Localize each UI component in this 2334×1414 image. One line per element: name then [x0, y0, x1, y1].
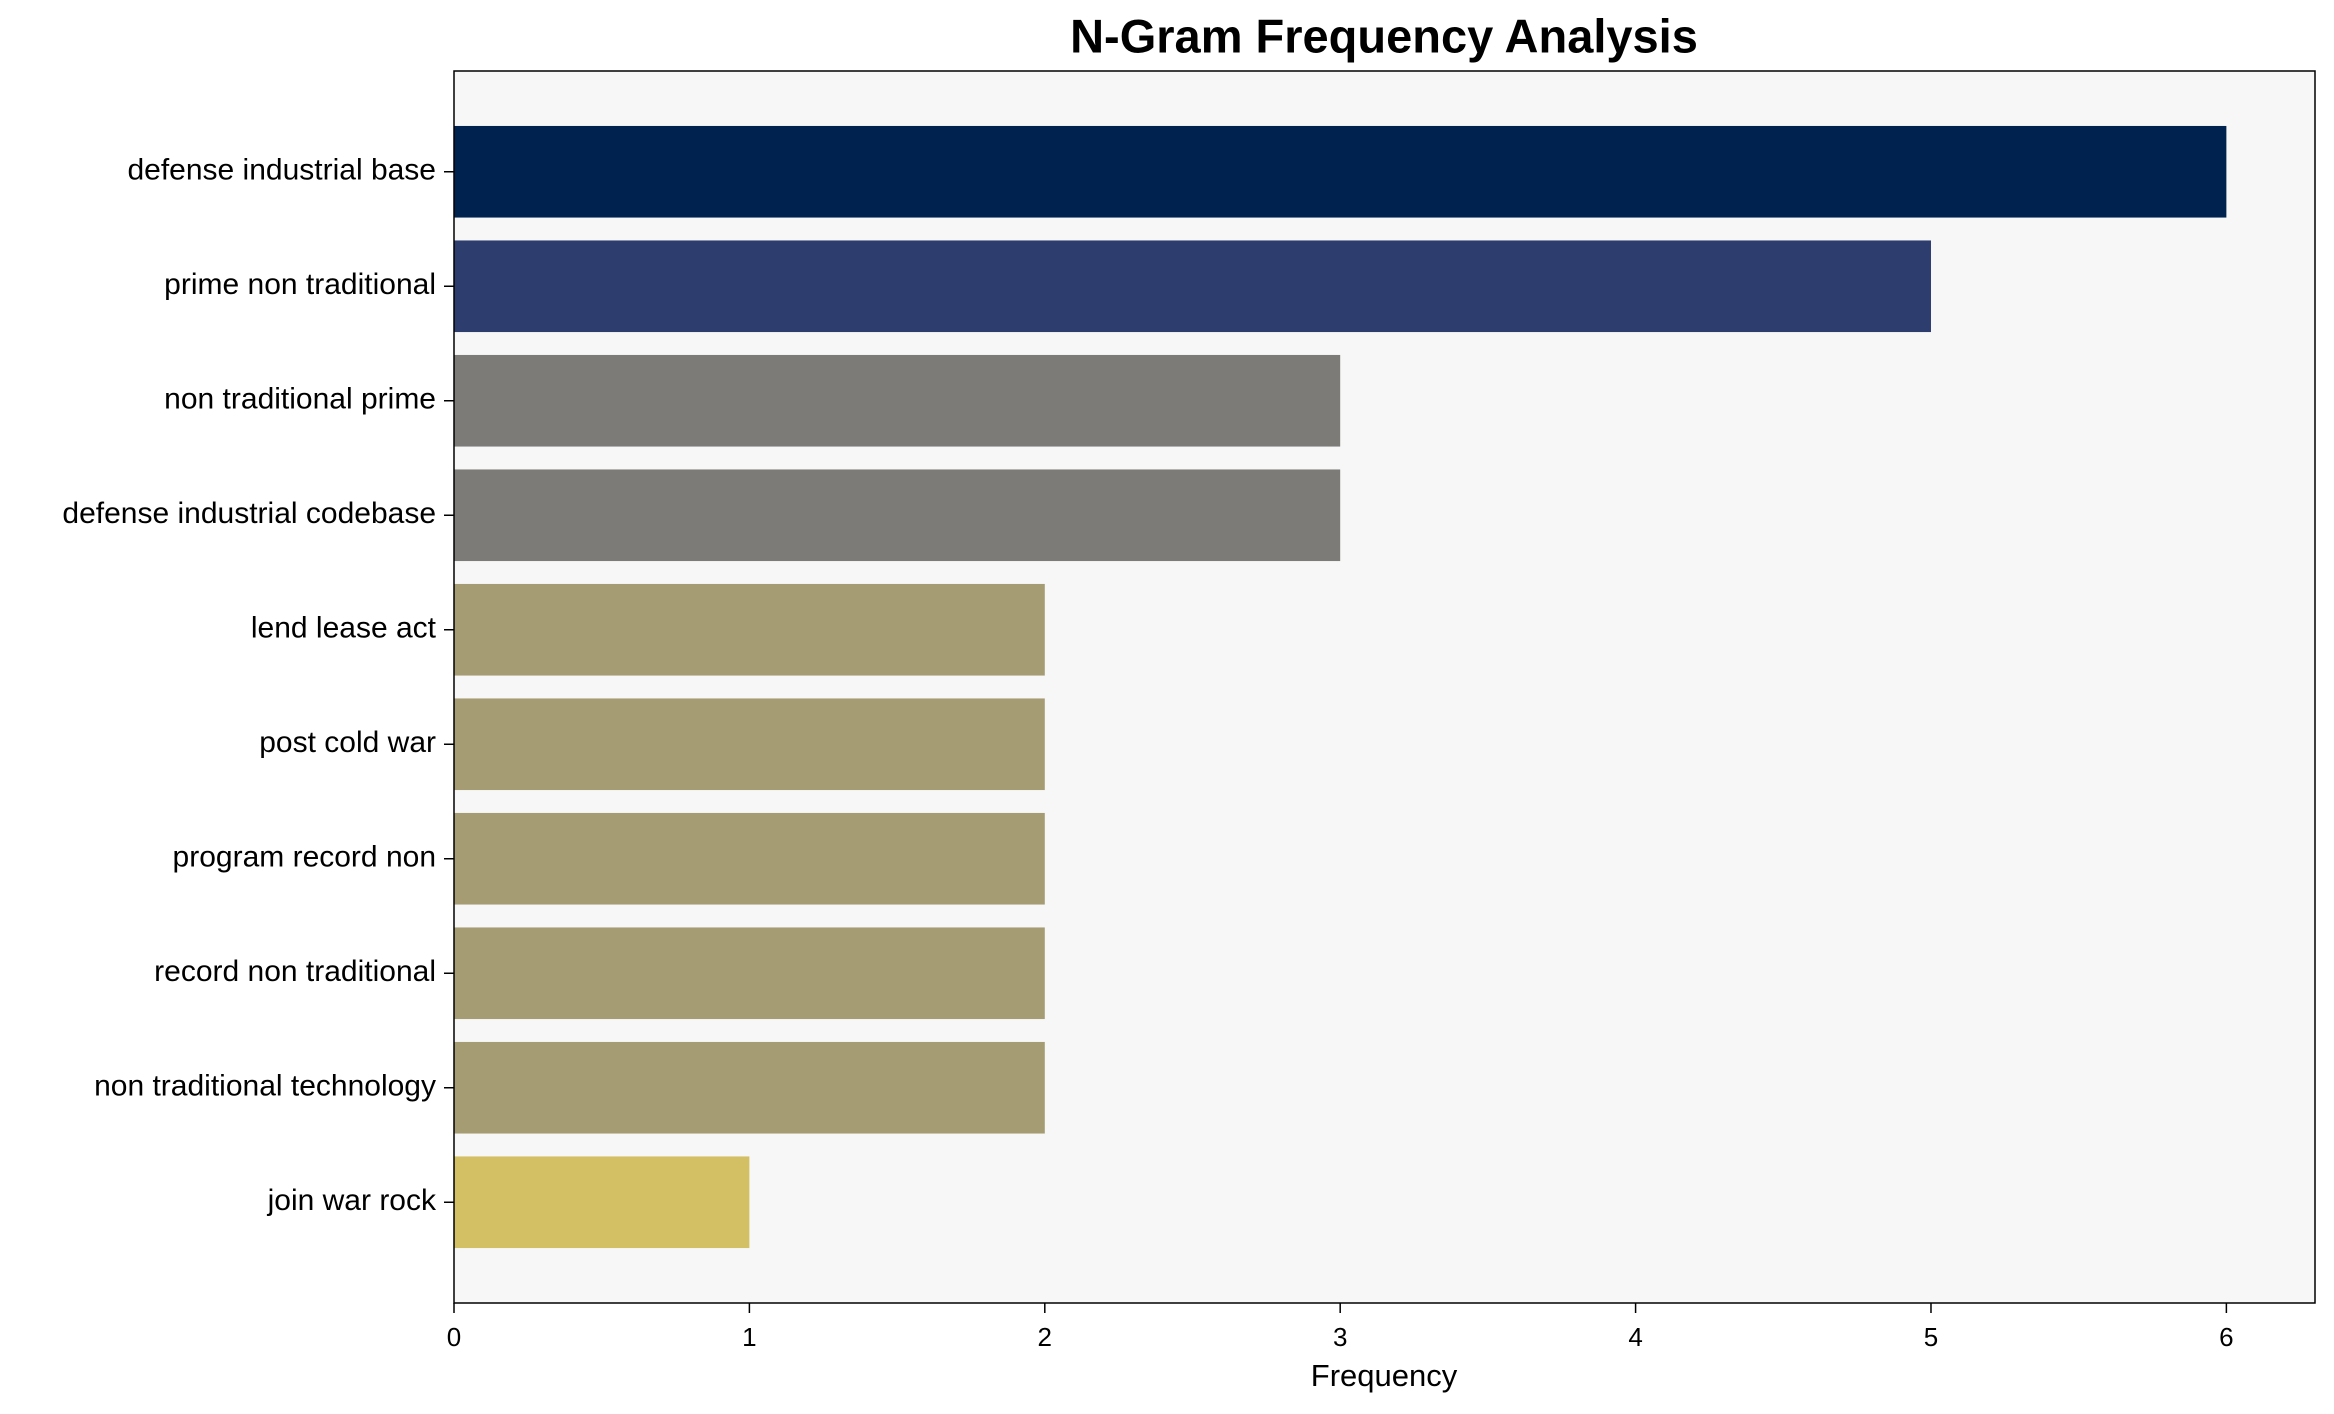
- y-tick-label: non traditional prime: [164, 383, 436, 416]
- x-tick-label: 3: [1333, 1322, 1347, 1352]
- y-tick-label: defense industrial base: [127, 154, 436, 187]
- x-tick-label: 1: [742, 1322, 756, 1352]
- y-tick-label: post cold war: [259, 726, 436, 759]
- y-tick-label: defense industrial codebase: [62, 497, 436, 530]
- x-tick-label: 0: [447, 1322, 461, 1352]
- chart-title: N-Gram Frequency Analysis: [1070, 9, 1698, 62]
- x-tick-label: 2: [1038, 1322, 1052, 1352]
- bar: [454, 583, 1045, 676]
- bar: [454, 927, 1045, 1020]
- y-tick-label: program record non: [173, 841, 436, 874]
- x-tick-label: 5: [1924, 1322, 1938, 1352]
- y-tick-label: lend lease act: [251, 612, 437, 645]
- bar: [454, 1041, 1045, 1134]
- x-tick-label: 4: [1628, 1322, 1642, 1352]
- x-axis-label: Frequency: [1311, 1358, 1458, 1393]
- bar: [454, 812, 1045, 905]
- y-tick-label: join war rock: [267, 1184, 437, 1217]
- y-tick-label: record non traditional: [154, 955, 436, 988]
- x-tick-label: 6: [2219, 1322, 2233, 1352]
- y-tick-label: non traditional technology: [94, 1070, 436, 1103]
- y-tick-label: prime non traditional: [164, 268, 436, 301]
- bar: [454, 469, 1341, 562]
- bar: [454, 1156, 750, 1249]
- bar: [454, 240, 1931, 333]
- bar: [454, 698, 1045, 791]
- plot-frame: [453, 70, 2316, 1304]
- bar: [454, 125, 2227, 218]
- bar: [454, 354, 1341, 447]
